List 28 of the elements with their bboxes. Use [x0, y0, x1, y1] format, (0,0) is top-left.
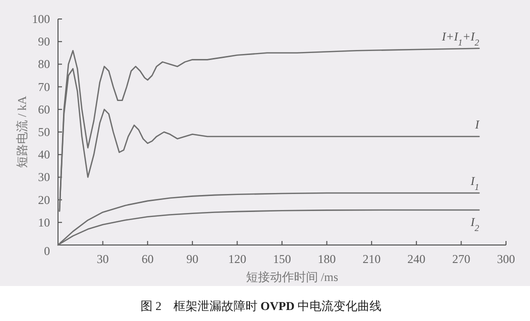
x-axis-title: 短接动作时间 /ms	[246, 270, 338, 284]
y-tick-label: 80	[38, 57, 50, 72]
y-tick-label: 40	[38, 148, 50, 162]
x-tick-label: 210	[362, 252, 381, 266]
y-tick-label: 70	[38, 80, 50, 94]
x-tick-label: 120	[228, 252, 246, 266]
text: 图 2 框架泄漏故障时 OVPD 中电流变化曲线	[140, 299, 382, 313]
series-label: I	[474, 118, 480, 132]
series-label: I+I$_{1}$+I$_{2}$	[440, 29, 480, 48]
x-tick-label: 300	[497, 252, 515, 266]
y-tick-label: 100	[32, 12, 50, 26]
x-tick-label: 150	[273, 252, 291, 266]
series-label: I$_{1}$	[470, 174, 480, 192]
x-tick-label: 180	[318, 252, 336, 266]
y-axis-title: 短路电流 / kA	[15, 96, 29, 168]
x-tick-label: 90	[186, 252, 198, 266]
x-tick-label: 60	[142, 252, 154, 266]
y-tick-label: 60	[38, 102, 50, 116]
x-tick-label: 30	[96, 252, 109, 266]
y-tick-label: 20	[38, 192, 50, 207]
y-tick-label: 0	[44, 244, 50, 258]
y-tick-label: 50	[38, 125, 50, 139]
x-tick-label: 270	[452, 252, 470, 266]
y-tick-label: 10	[38, 215, 50, 230]
y-tick-label: 30	[38, 170, 50, 184]
x-tick-label: 240	[407, 252, 426, 266]
y-tick-label: 90	[38, 34, 50, 49]
series-label: I$_{2}$	[470, 214, 480, 233]
